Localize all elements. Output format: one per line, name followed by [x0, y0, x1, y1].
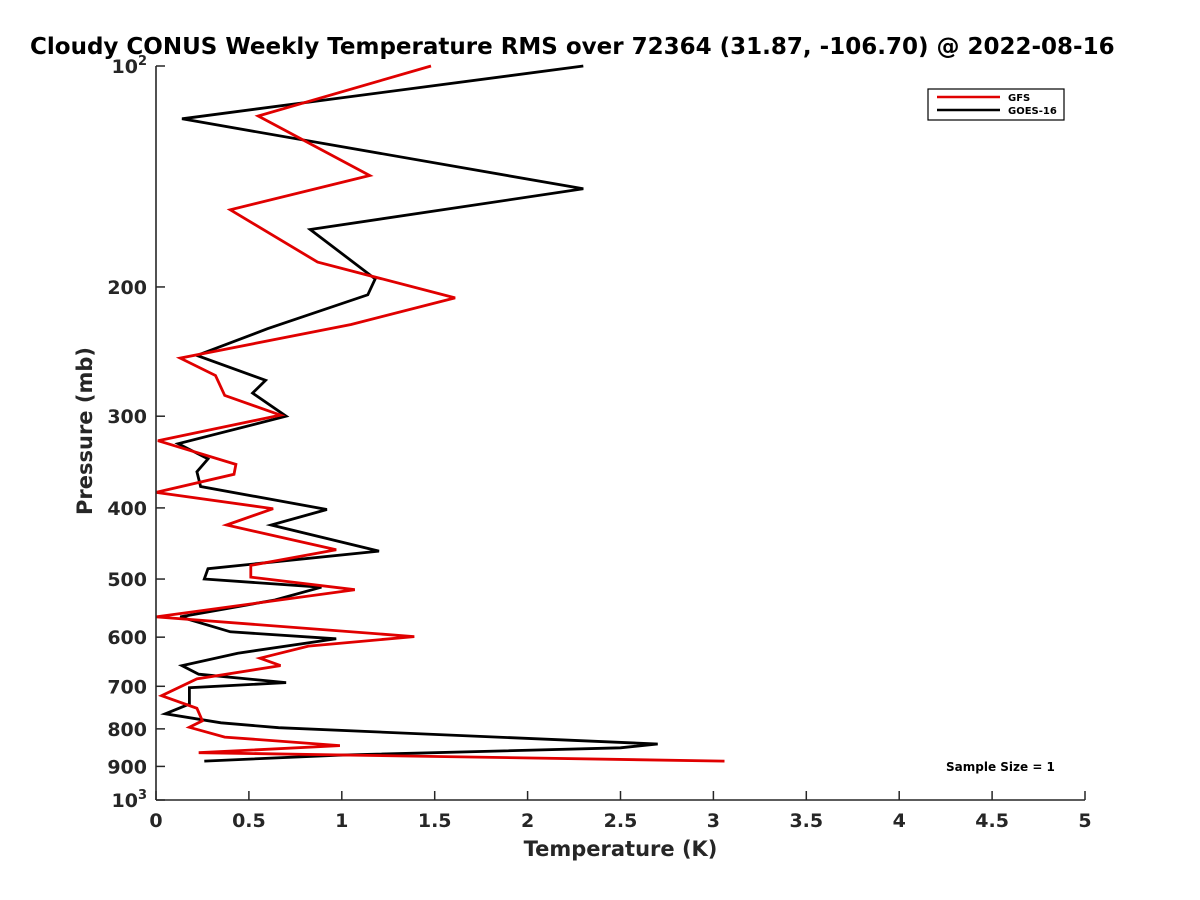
x-tick-label: 1.5: [418, 810, 452, 832]
series-layer: [155, 64, 725, 763]
x-tick-label: 4: [893, 810, 906, 832]
y-tick-label: 200: [107, 277, 147, 299]
legend-box: [927, 88, 1065, 121]
x-tick-label: 0.5: [232, 810, 266, 832]
y-tick-label: 300: [107, 406, 147, 428]
sample-size-annotation: Sample Size = 1: [946, 760, 1055, 774]
y-tick-label: 500: [107, 569, 147, 591]
x-tick-label: 2: [521, 810, 534, 832]
x-tick-label: 5: [1078, 810, 1091, 832]
x-tick-label: 0: [149, 810, 162, 832]
x-tick-label: 4.5: [975, 810, 1009, 832]
chart-title: Cloudy CONUS Weekly Temperature RMS over…: [30, 34, 1115, 60]
y-tick-label: 102: [112, 54, 148, 78]
legend-label-gfs: GFS: [1008, 93, 1030, 104]
x-axis-label: Temperature (K): [524, 837, 718, 861]
y-tick-label: 900: [107, 756, 147, 778]
x-tick-label: 1: [335, 810, 348, 832]
x-tick-label: 3.5: [789, 810, 823, 832]
axes: 0 0.5 1 1.5 2 2.5 3 3.5 4 4.5 5 102 200 300 400 500 600 7…: [107, 54, 1091, 832]
x-tick-label: 3: [707, 810, 720, 832]
y-tick-label: 800: [107, 719, 147, 741]
y-tick-label: 600: [107, 627, 147, 649]
legend: GFS GOES-16: [927, 88, 1065, 121]
x-tick-label: 2.5: [604, 810, 638, 832]
y-tick-label: 103: [112, 788, 148, 812]
legend-label-goes-16: GOES-16: [1008, 106, 1057, 117]
series-line-goes-16: [160, 64, 658, 763]
y-tick-label: 400: [107, 498, 147, 520]
y-axis-label: Pressure (mb): [73, 347, 97, 515]
y-tick-label: 700: [107, 676, 147, 698]
series-line-gfs: [155, 64, 725, 763]
